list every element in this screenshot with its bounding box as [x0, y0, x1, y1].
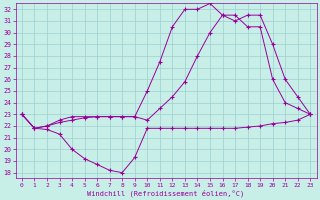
X-axis label: Windchill (Refroidissement éolien,°C): Windchill (Refroidissement éolien,°C): [87, 189, 245, 197]
